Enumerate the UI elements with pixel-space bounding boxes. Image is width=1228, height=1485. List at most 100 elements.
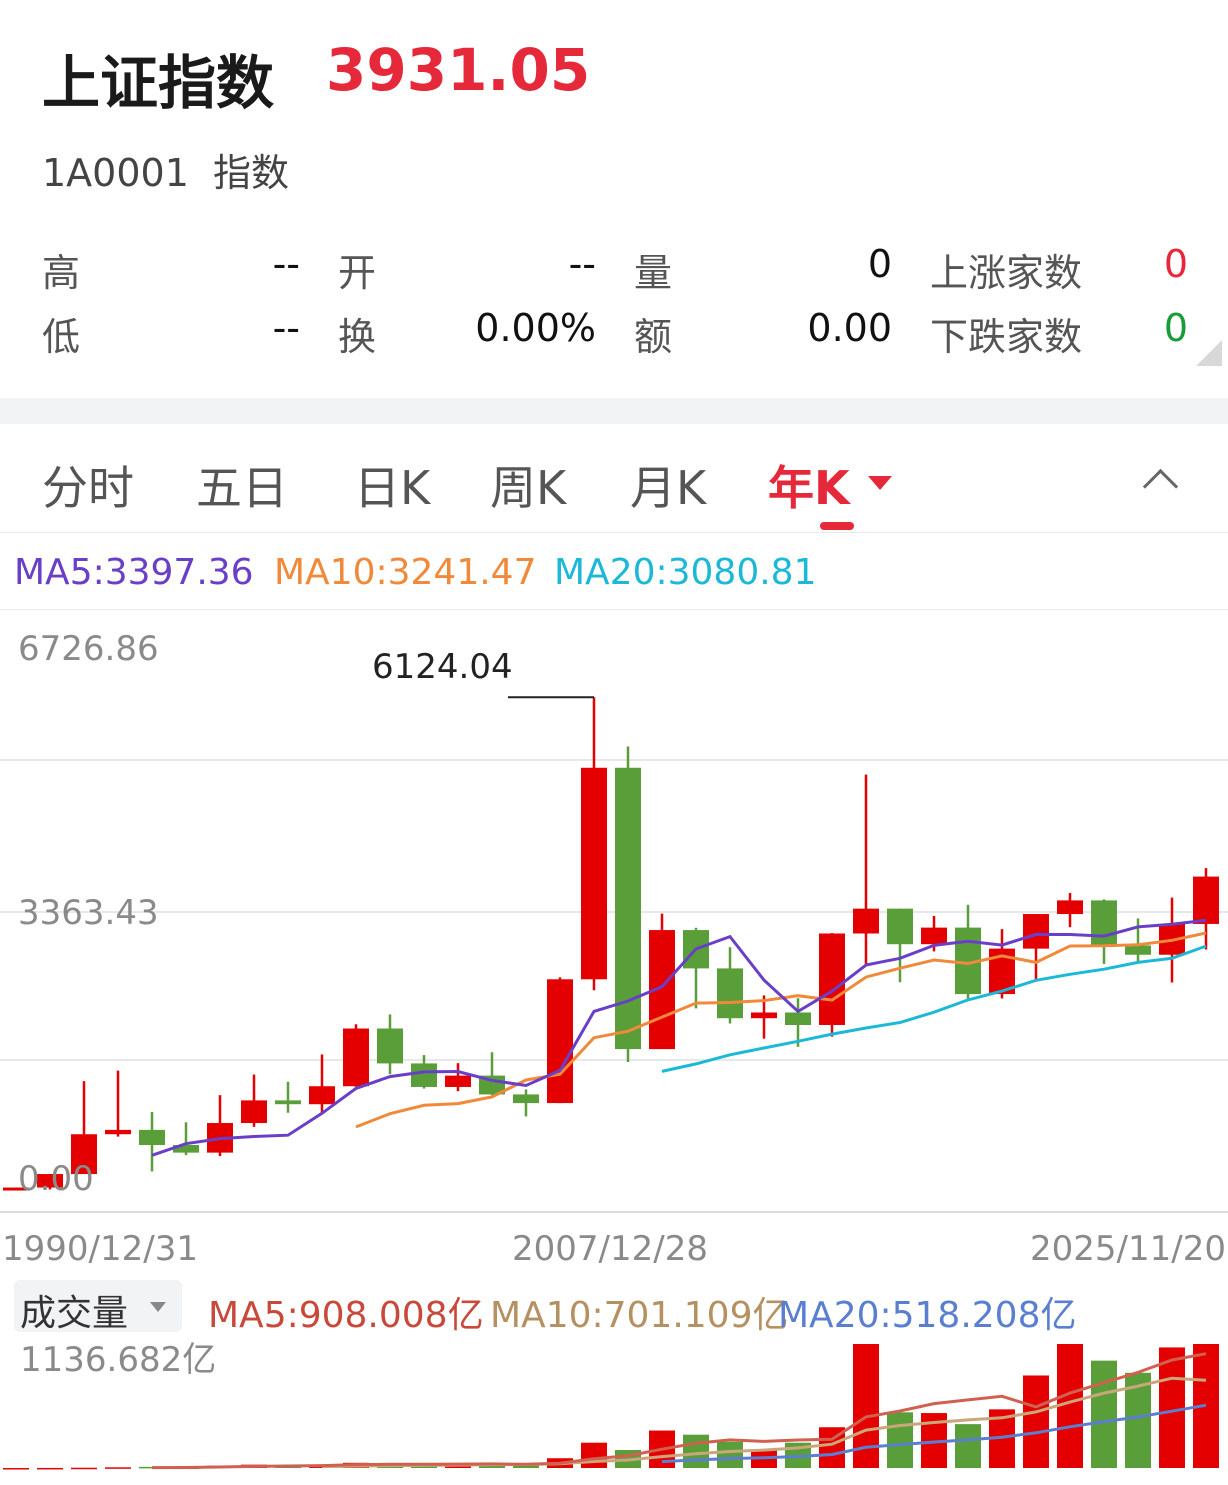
volume-bar [71,1467,97,1470]
volume-bar [717,1441,743,1468]
candle-body [853,908,879,934]
candle-body [3,1187,29,1191]
vol-ma20-label: MA20:518.208亿 [778,1295,1077,1336]
candle-body [411,1063,437,1087]
ma5-line [151,918,1207,1157]
volume-bar [955,1424,981,1468]
peak-label: 6124.04 [372,647,513,687]
collapse-chevron-icon[interactable] [1142,468,1179,505]
candle-body [71,1134,97,1175]
candle-body [717,968,743,1019]
candle-body [37,1174,63,1188]
low-value: -- [272,306,300,350]
corner-triangle-icon [1196,340,1222,366]
tab-daily-k[interactable]: 日K [354,461,431,515]
tab-monthly-k[interactable]: 月K [630,461,707,515]
candle-body [751,1012,777,1019]
volume-bar [105,1467,131,1469]
candle-body [1023,914,1049,949]
volume-label: 量 [634,251,673,295]
ma20-line [661,944,1207,1073]
volume-bar [1159,1347,1185,1468]
tab-yearly-k[interactable]: 年K [768,461,850,515]
candle-body [343,1028,369,1087]
advancers-label: 上涨家数 [930,251,1083,295]
candle-body [1091,900,1117,946]
vol-ma10-label: MA10:701.109亿 [490,1295,789,1336]
volume-bar [1023,1375,1049,1468]
high-label: 高 [42,251,81,295]
amount-label: 额 [634,315,673,359]
high-value: -- [272,242,300,286]
candle-body [581,767,607,980]
vol-ma5-line [151,1352,1207,1470]
type-text: 指数 [212,151,289,195]
volume-panel-label[interactable]: 成交量 [20,1293,129,1334]
dropdown-caret-icon[interactable] [868,476,892,490]
vol-ma20-line [661,1403,1207,1464]
candle-body [173,1145,199,1153]
y-tick-max: 6726.86 [18,629,159,669]
volume-bar [683,1434,709,1468]
volume-bar [513,1464,539,1468]
tab-five-day[interactable]: 五日 [196,461,288,515]
ma5-label: MA5:3397.36 [14,552,254,593]
volume-bar [1091,1360,1117,1468]
candle-body [887,908,913,945]
candle-body [105,1129,131,1135]
open-label: 开 [338,251,377,295]
volume-dropdown-icon[interactable] [150,1302,166,1312]
open-value: -- [568,242,596,286]
low-label: 低 [42,315,81,359]
turnover-label: 换 [338,315,377,359]
candle-body [819,933,845,1025]
volume-max-label: 1136.682亿 [20,1340,217,1380]
volume-bar [887,1412,913,1468]
candle-body [615,767,641,1050]
decliners-value: 0 [1163,306,1188,350]
candle-body [309,1086,335,1105]
candle-body [1125,945,1151,955]
candle-body [445,1075,471,1087]
candle-body [547,979,573,1104]
volume-bar [139,1466,165,1469]
x-label-mid: 2007/12/28 [512,1229,708,1269]
volume-value: 0 [867,242,892,286]
ma10-label: MA10:3241.47 [274,552,537,593]
index-code: 1A0001 指数 [42,142,289,197]
decliners-label: 下跌家数 [930,315,1083,359]
y-tick-mid: 3363.43 [18,893,159,933]
index-name: 上证指数 [42,49,275,117]
volume-bar [581,1442,607,1468]
y-tick-min: 0.00 [18,1159,94,1199]
turnover-value: 0.00% [475,306,596,350]
candle-group [3,697,1219,1191]
advancers-value: 0 [1163,242,1188,286]
active-tab-indicator [820,522,854,530]
amount-value: 0.00 [807,306,892,350]
ma20-label: MA20:3080.81 [554,552,817,593]
ma10-line [355,931,1207,1129]
volume-chart [3,1344,1219,1470]
volume-bar [37,1467,63,1470]
tab-weekly-k[interactable]: 周K [490,461,567,515]
candle-body [275,1100,301,1105]
tab-intraday[interactable]: 分时 [42,461,134,515]
code-text: 1A0001 [42,151,189,195]
x-label-end: 2025/11/20 [1030,1229,1226,1269]
kline-chart[interactable]: 6726.86 3363.43 0.00 6124.04 1990/12/31 … [0,610,1228,1278]
candle-body [513,1094,539,1104]
candle-body [241,1100,267,1124]
vol-ma5-label: MA5:908.008亿 [208,1295,484,1336]
indicator-row [0,532,1228,610]
section-divider [0,398,1228,424]
x-label-start: 1990/12/31 [2,1229,198,1269]
candle-body [139,1129,165,1146]
candle-body [1193,876,1219,924]
volume-bar [3,1467,29,1470]
candle-body [377,1028,403,1064]
candle-body [785,1012,811,1025]
candle-body [921,927,947,945]
candle-body [1057,900,1083,915]
current-price: 3931.05 [326,36,591,104]
